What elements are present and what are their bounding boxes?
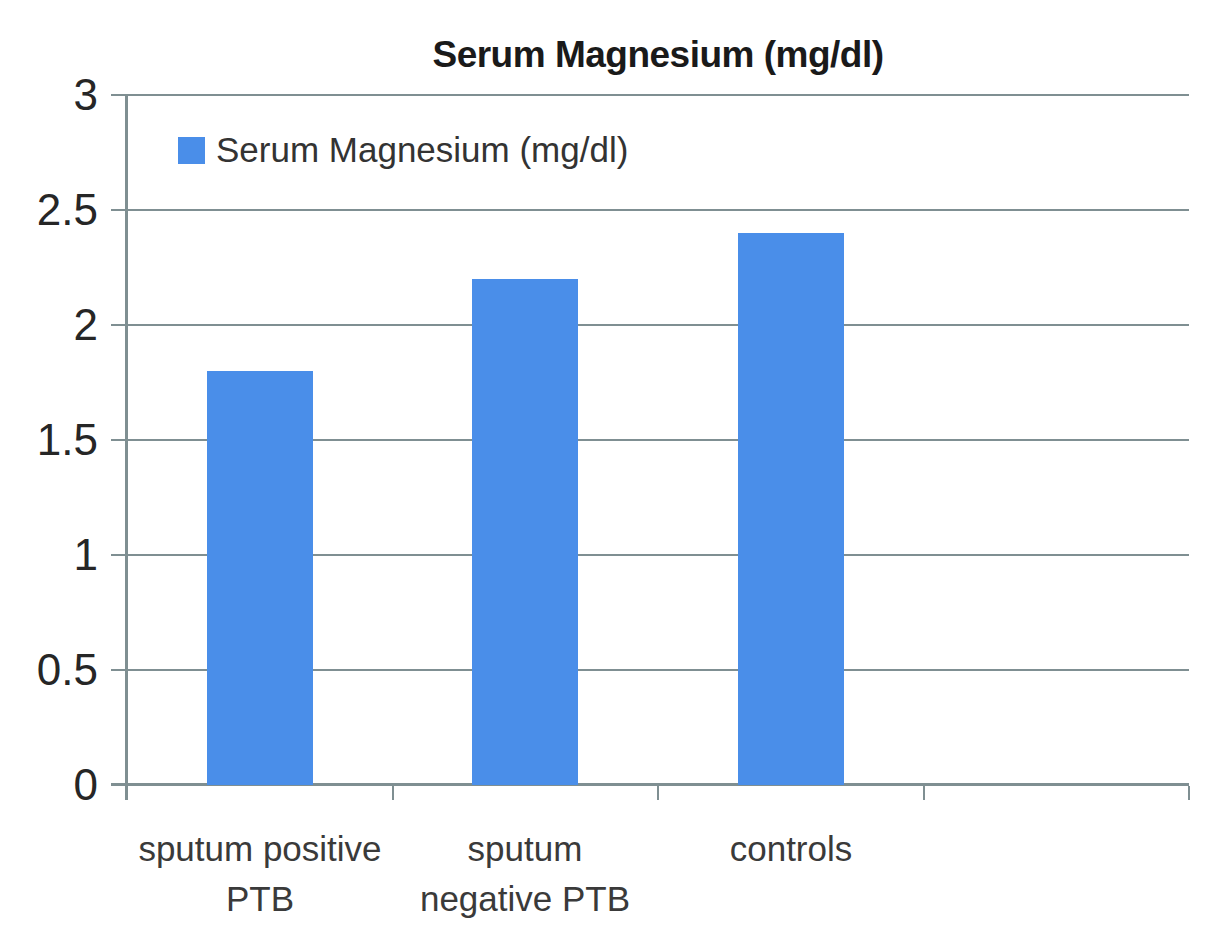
x-tick bbox=[1188, 786, 1190, 800]
gridline bbox=[111, 209, 1189, 211]
y-tick-label: 3 bbox=[0, 68, 98, 122]
y-tick-label: 0.5 bbox=[0, 643, 98, 697]
x-tick bbox=[126, 786, 128, 800]
chart-title: Serum Magnesium (mg/dl) bbox=[127, 34, 1189, 76]
x-category-label: sputum negative PTB bbox=[400, 824, 650, 923]
y-tick-label: 2.5 bbox=[0, 183, 98, 237]
y-tick-label: 1 bbox=[0, 528, 98, 582]
x-category-label: sputum positive PTB bbox=[135, 824, 385, 923]
gridline bbox=[111, 324, 1189, 326]
chart-canvas: Serum Magnesium (mg/dl) Serum Magnesium … bbox=[0, 0, 1219, 945]
x-tick bbox=[657, 786, 659, 800]
y-axis-line bbox=[125, 95, 128, 800]
y-tick-label: 2 bbox=[0, 298, 98, 352]
y-tick-label: 0 bbox=[0, 758, 98, 812]
legend-label: Serum Magnesium (mg/dl) bbox=[216, 130, 628, 170]
x-tick bbox=[392, 786, 394, 800]
bar bbox=[207, 371, 313, 785]
x-tick bbox=[923, 786, 925, 800]
bar bbox=[472, 279, 578, 785]
y-tick-label: 1.5 bbox=[0, 413, 98, 467]
x-category-label: controls bbox=[666, 824, 916, 874]
gridline bbox=[111, 94, 1189, 96]
legend: Serum Magnesium (mg/dl) bbox=[178, 130, 628, 170]
bar bbox=[738, 233, 844, 785]
legend-swatch bbox=[178, 137, 205, 164]
